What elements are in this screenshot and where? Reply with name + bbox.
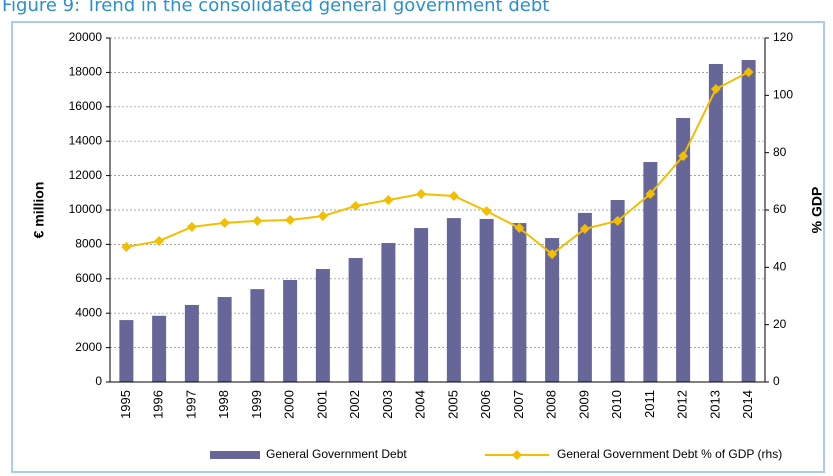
bar bbox=[676, 117, 691, 382]
x-tick-label: 2003 bbox=[380, 390, 395, 419]
x-tick-label: 2011 bbox=[642, 390, 657, 418]
y-tick-label: 6000 bbox=[75, 271, 102, 285]
x-tick-label: 2001 bbox=[314, 390, 329, 419]
y2-tick-label: 0 bbox=[773, 374, 780, 388]
y2-tick-label: 40 bbox=[773, 260, 787, 274]
line-marker bbox=[219, 217, 230, 228]
bar bbox=[348, 257, 363, 382]
x-tick-label: 1997 bbox=[183, 390, 198, 419]
line-marker bbox=[645, 188, 656, 199]
line-marker bbox=[743, 67, 754, 78]
y-tick-label: 20000 bbox=[69, 30, 103, 44]
y2-tick-label: 60 bbox=[773, 202, 787, 216]
line-marker bbox=[514, 223, 525, 234]
line-marker bbox=[186, 221, 197, 232]
y2-axis-label: % GDP bbox=[809, 187, 825, 234]
y-tick-label: 2000 bbox=[75, 340, 102, 354]
bar bbox=[152, 315, 167, 382]
line-marker bbox=[416, 188, 427, 199]
bar bbox=[741, 60, 756, 383]
y2-tick-label: 20 bbox=[773, 317, 787, 331]
x-tick-label: 1999 bbox=[249, 390, 264, 419]
bar bbox=[545, 238, 560, 382]
line-marker bbox=[579, 223, 590, 234]
y-tick-label: 12000 bbox=[69, 168, 103, 182]
x-tick-label: 2009 bbox=[576, 390, 591, 419]
bar bbox=[250, 289, 265, 382]
line-marker bbox=[285, 215, 296, 226]
bar bbox=[643, 162, 658, 382]
line-marker bbox=[612, 215, 623, 226]
line-marker bbox=[350, 200, 361, 211]
y2-tick-label: 120 bbox=[773, 30, 793, 44]
y-tick-label: 18000 bbox=[69, 65, 103, 79]
legend-swatch bbox=[210, 451, 260, 459]
legend-marker bbox=[512, 450, 522, 460]
bar bbox=[577, 212, 592, 382]
y-tick-label: 8000 bbox=[75, 237, 102, 251]
line-marker bbox=[547, 249, 558, 260]
bar bbox=[315, 268, 330, 382]
line-marker bbox=[121, 241, 132, 252]
y-tick-label: 14000 bbox=[69, 133, 103, 147]
bar bbox=[610, 200, 625, 382]
line-marker bbox=[448, 190, 459, 201]
x-tick-label: 2005 bbox=[445, 390, 460, 419]
y-tick-label: 0 bbox=[95, 374, 102, 388]
line-marker bbox=[154, 235, 165, 246]
x-tick-label: 2004 bbox=[413, 390, 428, 419]
x-tick-label: 2012 bbox=[675, 390, 690, 419]
bar bbox=[217, 297, 232, 382]
y-tick-label: 4000 bbox=[75, 305, 102, 319]
x-tick-label: 2014 bbox=[740, 390, 755, 419]
bar bbox=[446, 218, 461, 382]
line-marker bbox=[317, 211, 328, 222]
x-tick-label: 2010 bbox=[609, 390, 624, 419]
line bbox=[126, 71, 750, 256]
y-tick-label: 16000 bbox=[69, 99, 103, 113]
x-tick-label: 1995 bbox=[118, 390, 133, 419]
legend-label: General Government Debt bbox=[266, 447, 407, 461]
line-marker bbox=[710, 84, 721, 95]
line-marker bbox=[481, 206, 492, 217]
x-tick-label: 2002 bbox=[347, 390, 362, 419]
y2-tick-label: 100 bbox=[773, 88, 793, 102]
bar bbox=[708, 63, 723, 383]
x-tick-label: 1996 bbox=[151, 390, 166, 419]
bar bbox=[283, 280, 298, 382]
bar bbox=[184, 304, 199, 382]
line-marker bbox=[252, 215, 263, 226]
bar bbox=[512, 223, 527, 382]
y2-tick-label: 80 bbox=[773, 145, 787, 159]
x-tick-label: 1998 bbox=[216, 390, 231, 419]
bar bbox=[381, 243, 396, 382]
chart-title: Figure 9: Trend in the consolidated gene… bbox=[2, 0, 549, 16]
bar bbox=[414, 228, 429, 382]
x-tick-label: 2000 bbox=[282, 390, 297, 419]
bar bbox=[479, 218, 494, 382]
x-tick-label: 2013 bbox=[707, 390, 722, 419]
x-tick-label: 2006 bbox=[478, 390, 493, 419]
x-tick-label: 2008 bbox=[544, 390, 559, 419]
x-tick-label: 2007 bbox=[511, 390, 526, 419]
line-marker bbox=[678, 151, 689, 162]
y-axis-label: € million bbox=[31, 182, 47, 239]
y-tick-label: 10000 bbox=[69, 202, 103, 216]
bar bbox=[119, 320, 134, 382]
legend-label: General Government Debt % of GDP (rhs) bbox=[557, 447, 782, 461]
line-marker bbox=[383, 194, 394, 205]
